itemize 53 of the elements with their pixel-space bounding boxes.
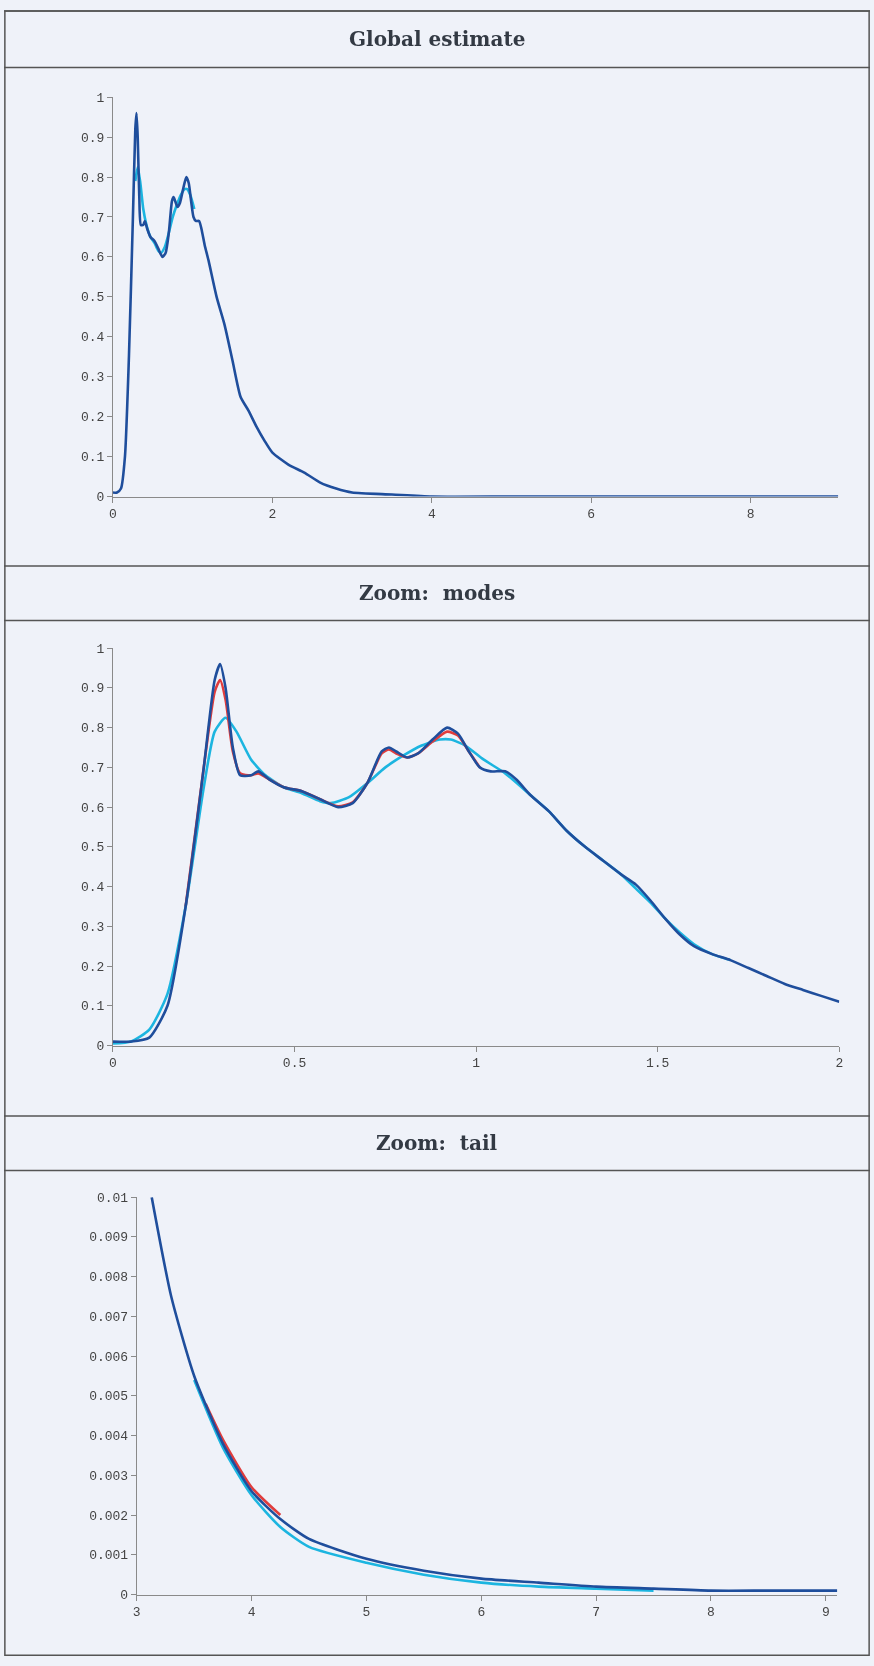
x-tick-label: 1: [472, 1056, 481, 1072]
y-tick-label: 0: [96, 1039, 105, 1055]
x-tick-label: 6: [477, 1605, 486, 1621]
y-tick-label: 0.7: [80, 760, 105, 776]
y-tick-label: 0.4: [80, 330, 105, 346]
y-tick-label: 0.1: [80, 450, 105, 466]
y-tick-label: 0.4: [80, 880, 105, 896]
chart-title: Zoom: tail: [376, 1131, 498, 1155]
x-tick-label: 7: [592, 1605, 601, 1621]
y-tick-label: 0.7: [80, 210, 105, 226]
y-tick-label: 0.3: [80, 370, 105, 386]
x-tick-label: 1.5: [646, 1056, 670, 1072]
line-series: [192, 1378, 655, 1592]
y-tick-label: 0.01: [96, 1190, 129, 1206]
y-tick-label: 0.5: [80, 840, 105, 856]
x-tick-label: 2: [835, 1056, 844, 1072]
y-tick-label: 0.9: [80, 681, 105, 697]
x-tick-label: 5: [362, 1605, 371, 1621]
x-tick-label: 0.5: [282, 1056, 307, 1072]
y-tick-label: 0.6: [80, 250, 105, 266]
x-tick-label: 8: [746, 507, 755, 523]
y-tick-label: 0.8: [80, 721, 105, 737]
y-tick-label: 0: [96, 490, 105, 506]
x-tick-label: 4: [247, 1605, 256, 1621]
line-series: [150, 1197, 838, 1592]
y-tick-label: 0.004: [89, 1429, 129, 1445]
x-tick-label: 2: [268, 507, 277, 523]
y-tick-label: 0.3: [80, 919, 105, 935]
x-tick-label: 8: [707, 1605, 715, 1621]
y-tick-label: 0.1: [80, 999, 105, 1015]
y-tick-label: 0.6: [80, 800, 105, 816]
y-tick-label: 0.9: [80, 130, 105, 146]
y-tick-label: 1: [96, 641, 105, 657]
x-tick-label: 6: [587, 507, 596, 523]
y-tick-label: 0.003: [89, 1468, 129, 1484]
x-tick-label: 3: [132, 1605, 141, 1621]
y-tick-label: 0.8: [80, 170, 105, 186]
y-tick-label: 0.001: [89, 1548, 129, 1564]
y-tick-label: 0: [120, 1588, 129, 1604]
chart-title: Zoom: modes: [359, 581, 516, 605]
y-tick-label: 0.002: [89, 1508, 129, 1524]
y-tick-label: 0.005: [89, 1389, 129, 1405]
x-tick-label: 9: [821, 1605, 830, 1621]
x-tick-label: 4: [427, 507, 436, 523]
y-tick-label: 0.006: [89, 1349, 129, 1365]
y-tick-label: 0.2: [80, 959, 105, 975]
y-tick-label: 0.2: [80, 410, 105, 426]
y-tick-label: 0.009: [89, 1230, 129, 1246]
chart-title: Global estimate: [349, 27, 526, 51]
y-tick-label: 0.007: [89, 1309, 129, 1325]
y-tick-label: 0.5: [80, 290, 105, 306]
y-tick-label: 0.008: [89, 1270, 129, 1286]
y-tick-label: 1: [96, 90, 105, 106]
